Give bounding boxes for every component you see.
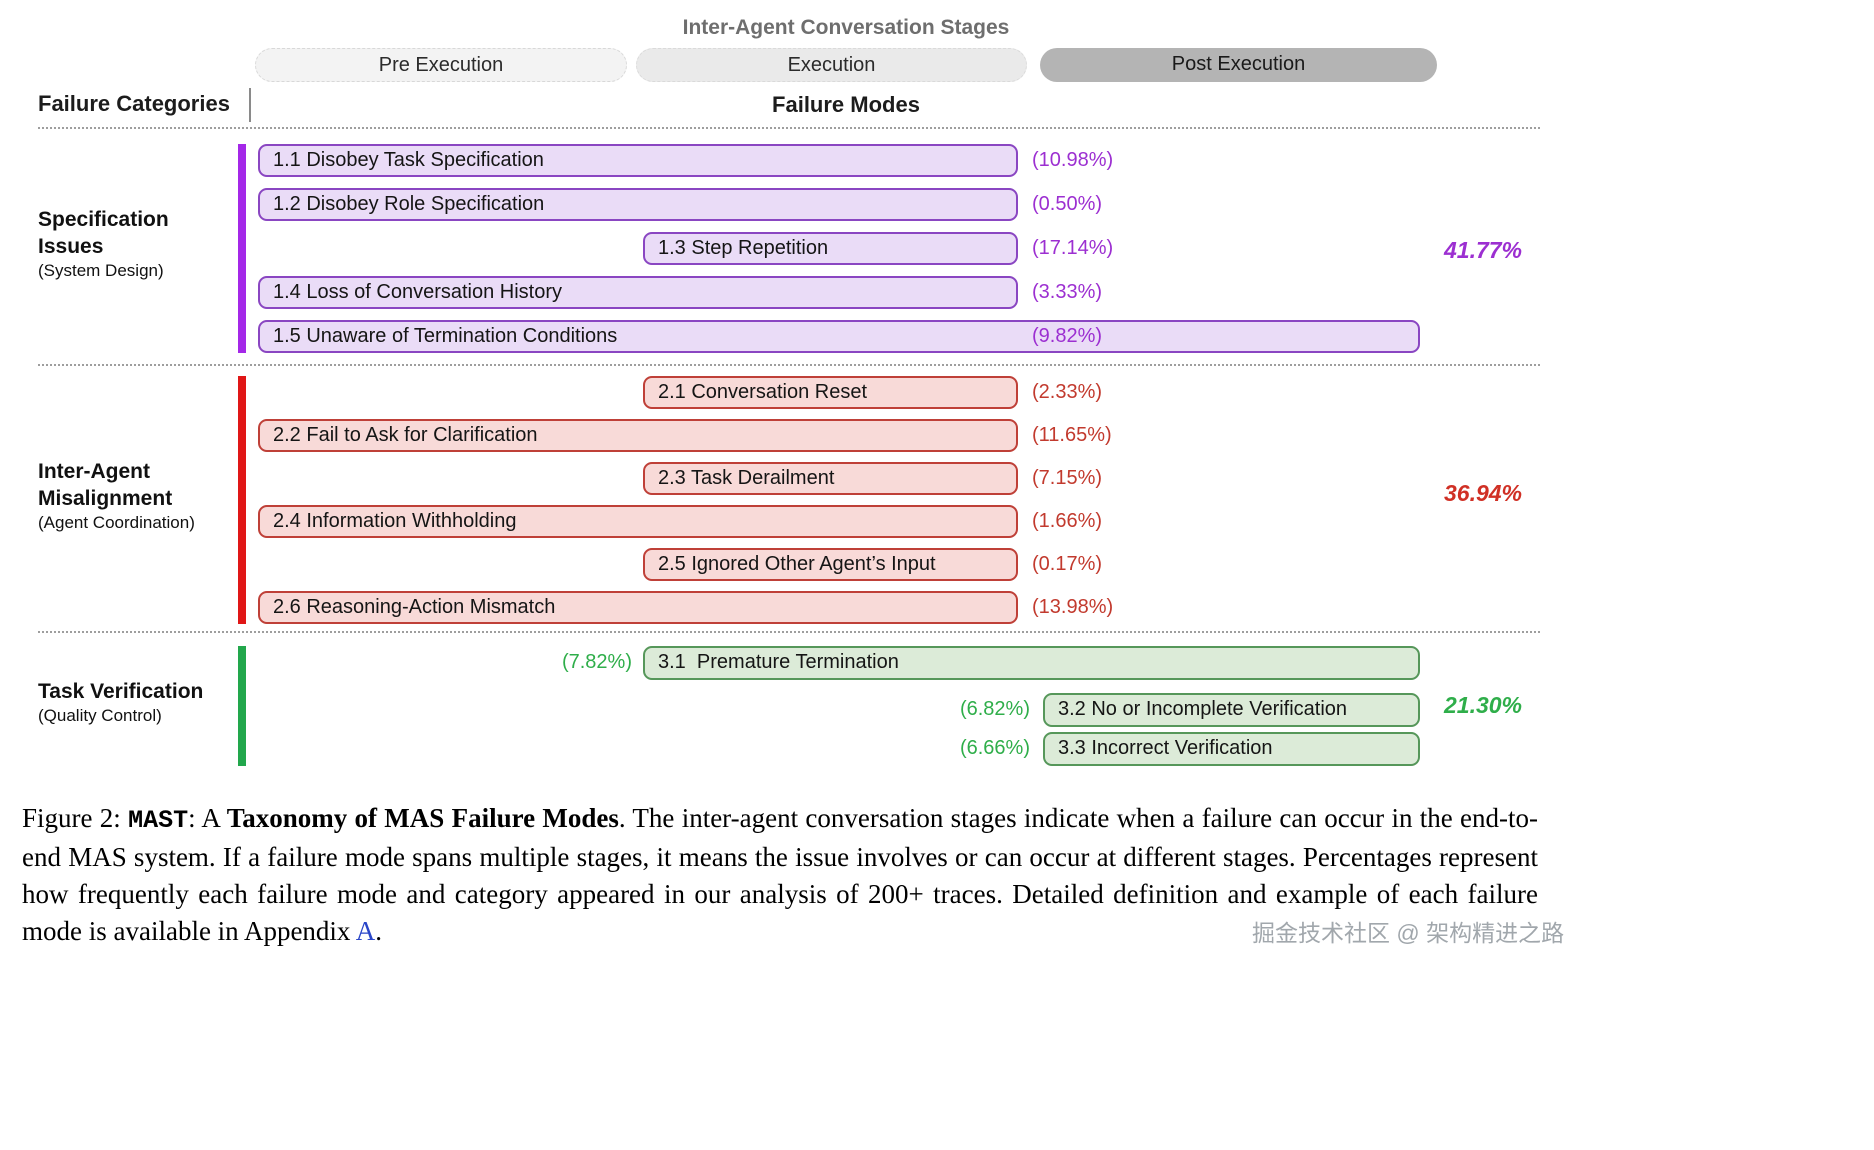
failure-mode-bar-2-6: 2.6 Reasoning-Action Mismatch: [258, 591, 1018, 624]
failure-mode-bar-2-5: 2.5 Ignored Other Agent’s Input: [643, 548, 1018, 581]
dotted-separator: [38, 364, 1540, 366]
failure-modes-heading: Failure Modes: [772, 92, 920, 117]
category-label-misalignment: Inter-Agent Misalignment (Agent Coordina…: [38, 458, 238, 534]
category-label-verification: Task Verification (Quality Control): [38, 678, 238, 727]
failure-mode-bar-3-2: 3.2 No or Incomplete Verification: [1043, 693, 1420, 727]
category-subtitle: (System Design): [38, 261, 164, 280]
failure-mode-bar-1-2: 1.2 Disobey Role Specification: [258, 188, 1018, 221]
category-total-misalignment: 36.94%: [1443, 480, 1522, 506]
failure-categories-heading: Failure Categories: [38, 91, 230, 116]
failure-mode-pct-1-1: (10.98%): [1032, 149, 1114, 171]
caption-body: . The inter-agent conversation stages in…: [22, 803, 1538, 946]
failure-mode-bar-1-4: 1.4 Loss of Conversation History: [258, 276, 1018, 309]
failure-mode-pct-3-1: (7.82%): [561, 651, 632, 673]
failure-mode-pct-1-4: (3.33%): [1032, 281, 1103, 303]
watermark: 掘金技术社区 @ 架构精进之路: [1252, 920, 1565, 946]
stages-title: Inter-Agent Conversation Stages: [682, 16, 1010, 39]
figure-caption: Figure 2: MAST: A Taxonomy of MAS Failur…: [22, 800, 1538, 950]
caption-sep: : A: [188, 803, 227, 833]
category-bar-specification: [238, 144, 246, 353]
failure-mode-bar-2-2: 2.2 Fail to Ask for Clarification: [258, 419, 1018, 452]
failure-mode-pct-1-2: (0.50%): [1032, 193, 1103, 215]
caption-figure-label: Figure 2:: [22, 803, 129, 833]
caption-end: .: [375, 916, 382, 946]
caption-mast-name: MAST: [128, 806, 189, 835]
failure-mode-pct-2-4: (1.66%): [1032, 510, 1103, 532]
category-subtitle: (Quality Control): [38, 706, 162, 725]
failure-mode-bar-3-1: 3.1 Premature Termination: [643, 646, 1420, 680]
category-name: Specification Issues: [38, 208, 169, 258]
failure-mode-bar-1-5: 1.5 Unaware of Termination Conditions: [258, 320, 1420, 353]
failure-mode-pct-1-3: (17.14%): [1032, 237, 1114, 259]
failure-mode-bar-2-4: 2.4 Information Withholding: [258, 505, 1018, 538]
category-name: Task Verification: [38, 680, 204, 703]
stage-pill-pre-execution: Pre Execution: [255, 48, 627, 82]
stage-pill-post-execution: Post Execution: [1040, 48, 1437, 82]
category-total-specification: 41.77%: [1443, 237, 1522, 263]
category-bar-misalignment: [238, 376, 246, 624]
category-label-specification: Specification Issues (System Design): [38, 206, 238, 282]
failure-mode-pct-2-5: (0.17%): [1032, 553, 1103, 575]
failure-mode-bar-2-1: 2.1 Conversation Reset: [643, 376, 1018, 409]
failure-mode-pct-3-2: (6.82%): [959, 698, 1030, 720]
failure-mode-pct-2-6: (13.98%): [1032, 596, 1114, 618]
failure-mode-bar-1-1: 1.1 Disobey Task Specification: [258, 144, 1018, 177]
dotted-separator: [38, 631, 1540, 633]
category-total-verification: 21.30%: [1443, 692, 1522, 718]
failure-mode-pct-3-3: (6.66%): [959, 737, 1030, 759]
failure-mode-pct-2-3: (7.15%): [1032, 467, 1103, 489]
failure-mode-pct-2-1: (2.33%): [1032, 381, 1103, 403]
failure-mode-bar-2-3: 2.3 Task Derailment: [643, 462, 1018, 495]
dotted-separator: [38, 127, 1540, 129]
category-subtitle: (Agent Coordination): [38, 513, 195, 532]
failure-mode-bar-1-3: 1.3 Step Repetition: [643, 232, 1018, 265]
failure-mode-bar-3-3: 3.3 Incorrect Verification: [1043, 732, 1420, 766]
failure-mode-pct-2-2: (11.65%): [1032, 424, 1112, 446]
category-name: Inter-Agent Misalignment: [38, 460, 173, 510]
header-divider: [249, 88, 251, 122]
stage-pill-execution: Execution: [636, 48, 1027, 82]
failure-mode-pct-1-5: (9.82%): [1032, 325, 1103, 347]
category-bar-verification: [238, 646, 246, 766]
appendix-a-link[interactable]: A: [355, 916, 376, 946]
caption-bold-title: Taxonomy of MAS Failure Modes: [226, 803, 619, 833]
